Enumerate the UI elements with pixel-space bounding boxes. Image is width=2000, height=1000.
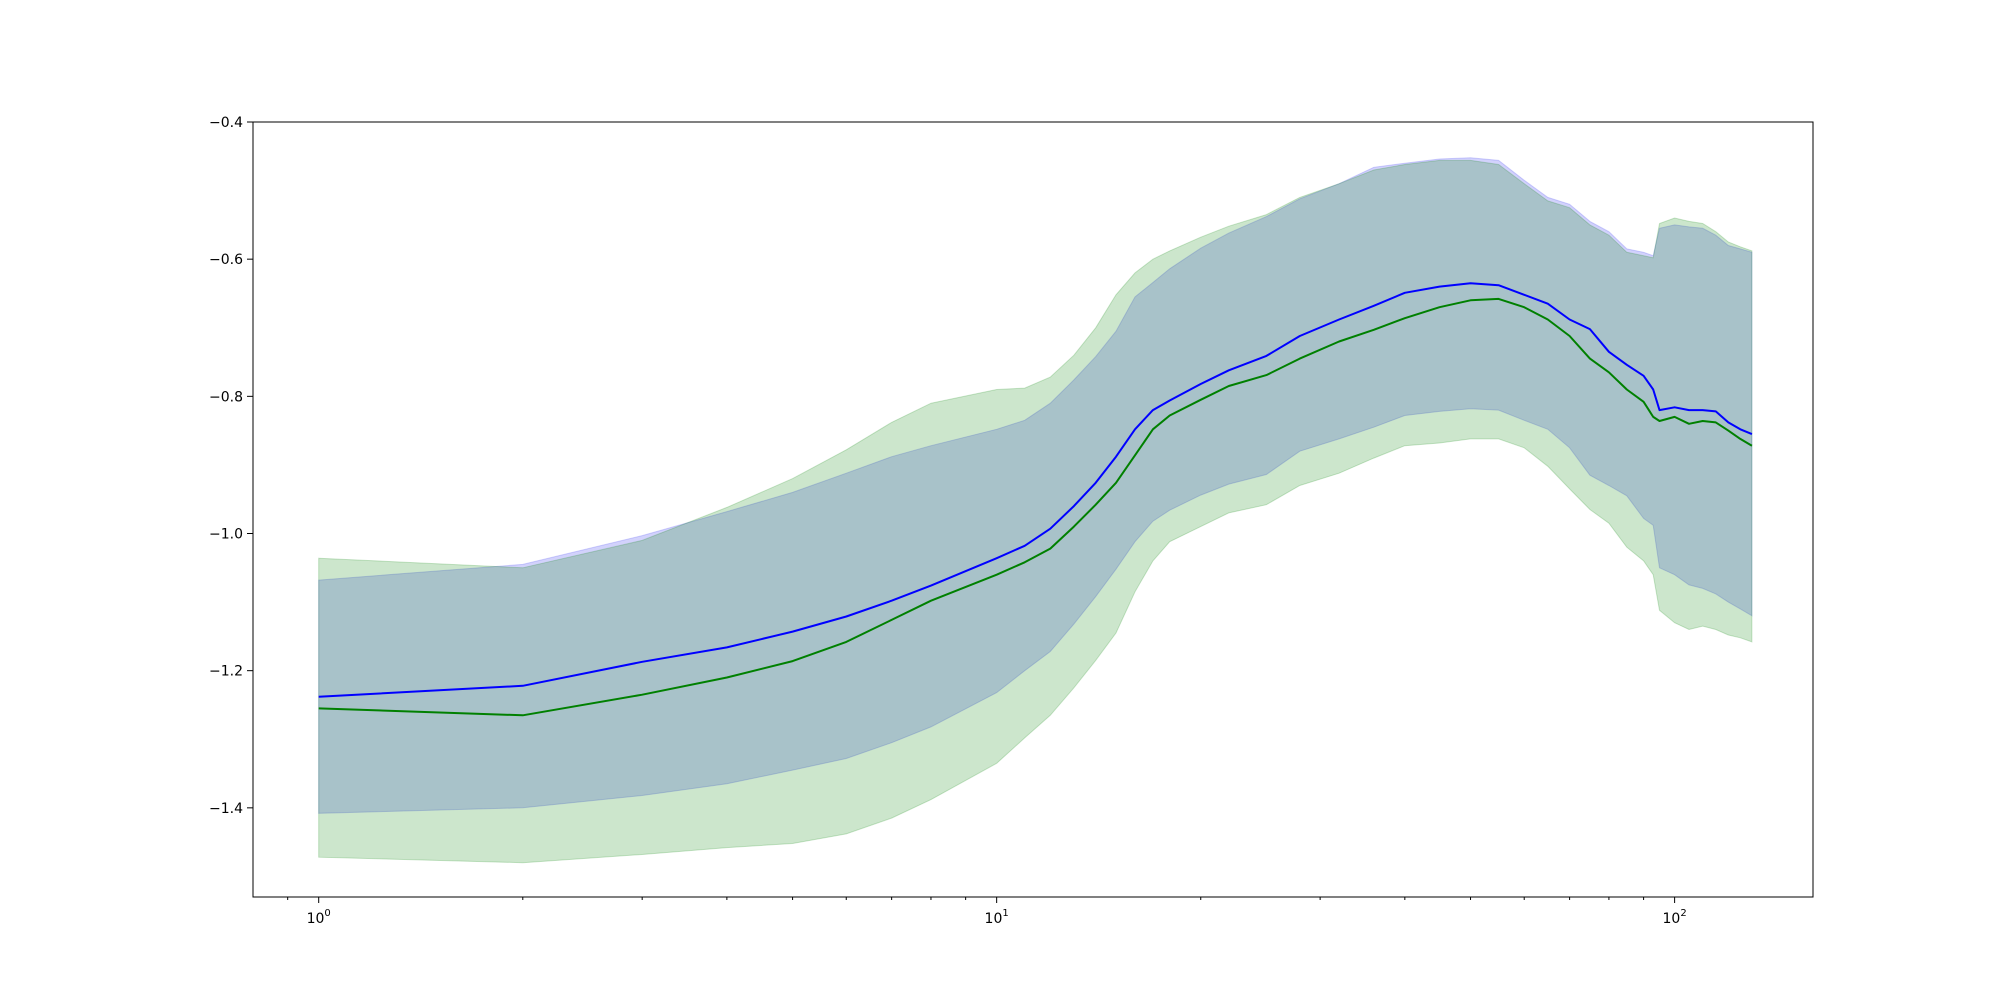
x-axis: 100 101 102	[287, 897, 1687, 927]
series-1-line	[318, 297, 1753, 717]
y-tick-label: −1.0	[209, 527, 243, 543]
series-0-line	[318, 282, 1753, 698]
axes-frame	[252, 121, 1814, 898]
x-tick-label: 101	[985, 908, 1009, 927]
confidence-bands	[318, 157, 1753, 864]
series-1-band	[318, 159, 1753, 864]
y-tick-label: −1.4	[209, 801, 243, 817]
series-lines	[318, 282, 1753, 717]
y-tick-label: −1.2	[209, 664, 243, 680]
y-tick-label: −0.6	[209, 252, 243, 268]
x-tick-label: 100	[307, 908, 331, 927]
y-tick-label: −0.4	[209, 115, 243, 131]
x-tick-label: 102	[1663, 908, 1687, 927]
y-tick-label: −0.8	[209, 389, 243, 405]
y-axis: −0.4 −0.6 −0.8 −1.0 −1.2 −1.4	[209, 115, 253, 817]
